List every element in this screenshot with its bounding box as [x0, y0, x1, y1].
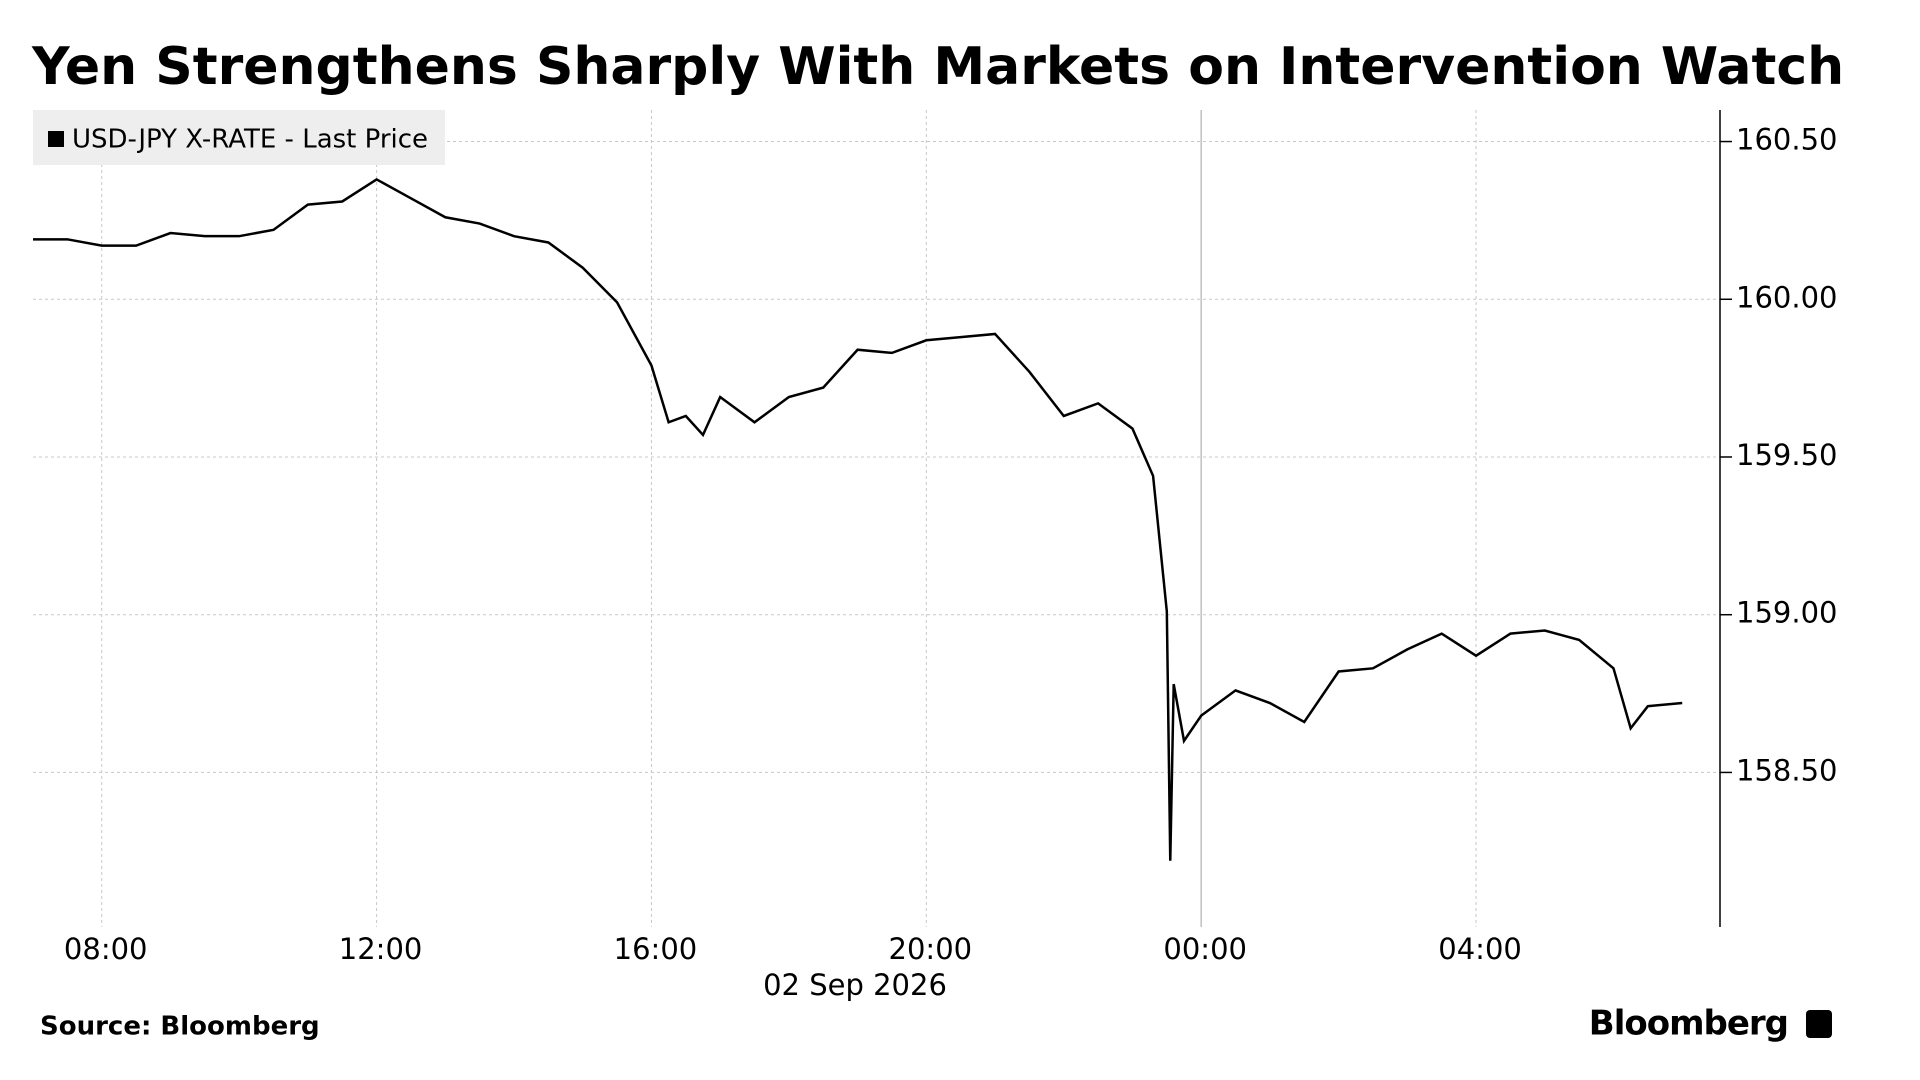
legend-label: USD-JPY X-RATE - Last Price — [72, 125, 428, 155]
legend-box — [33, 110, 445, 165]
source: Source: Bloomberg — [40, 1012, 320, 1042]
x-axis-label: 02 Sep 2026 — [763, 968, 947, 1002]
x-tick-label: 08:00 — [64, 932, 148, 966]
legend-swatch — [48, 131, 64, 147]
price-line — [33, 177, 1683, 861]
brand: Bloomberg — [1589, 1004, 1788, 1044]
y-tick-label: 160.50 — [1736, 123, 1837, 157]
y-tick-label: 160.00 — [1736, 280, 1837, 314]
x-tick-label: 12:00 — [339, 932, 423, 966]
x-tick-label: 04:00 — [1438, 932, 1522, 966]
x-tick-label: 00:00 — [1163, 932, 1247, 966]
x-tick-label: 16:00 — [614, 932, 698, 966]
chart-title: Yen Strengthens Sharply With Markets on … — [31, 37, 1844, 97]
y-tick-label: 159.50 — [1736, 438, 1837, 472]
x-tick-label: 20:00 — [889, 932, 973, 966]
y-tick-label: 159.00 — [1736, 596, 1837, 630]
y-tick-label: 158.50 — [1736, 753, 1837, 787]
brand-logo — [1806, 1010, 1832, 1038]
